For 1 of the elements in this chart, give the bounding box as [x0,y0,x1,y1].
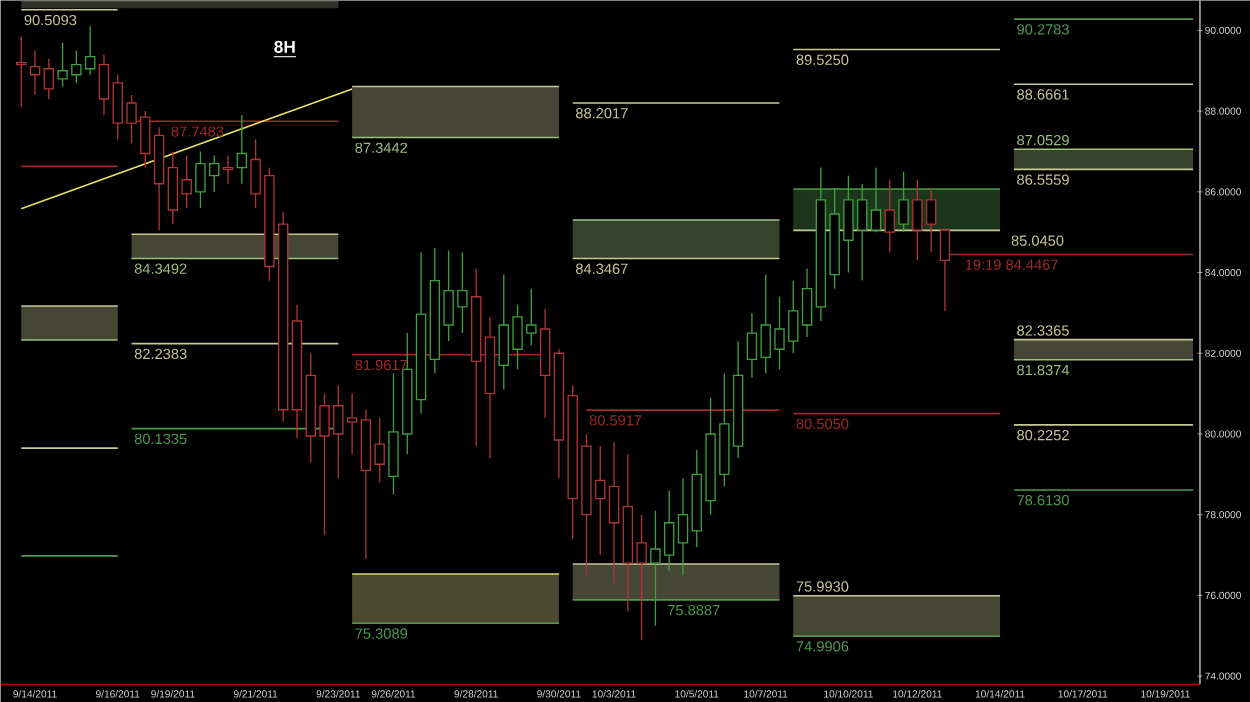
annotation: 8H [274,40,295,53]
